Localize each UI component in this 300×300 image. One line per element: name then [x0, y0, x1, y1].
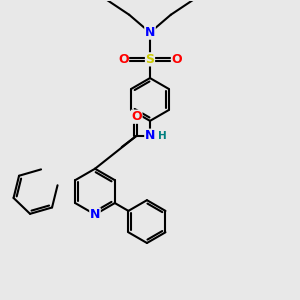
Text: S: S: [146, 53, 154, 66]
Text: N: N: [145, 26, 155, 39]
Text: H: H: [158, 131, 167, 141]
Text: N: N: [90, 208, 100, 221]
Text: O: O: [131, 110, 142, 123]
Text: O: O: [171, 53, 182, 66]
Text: N: N: [145, 129, 155, 142]
Text: O: O: [118, 53, 129, 66]
